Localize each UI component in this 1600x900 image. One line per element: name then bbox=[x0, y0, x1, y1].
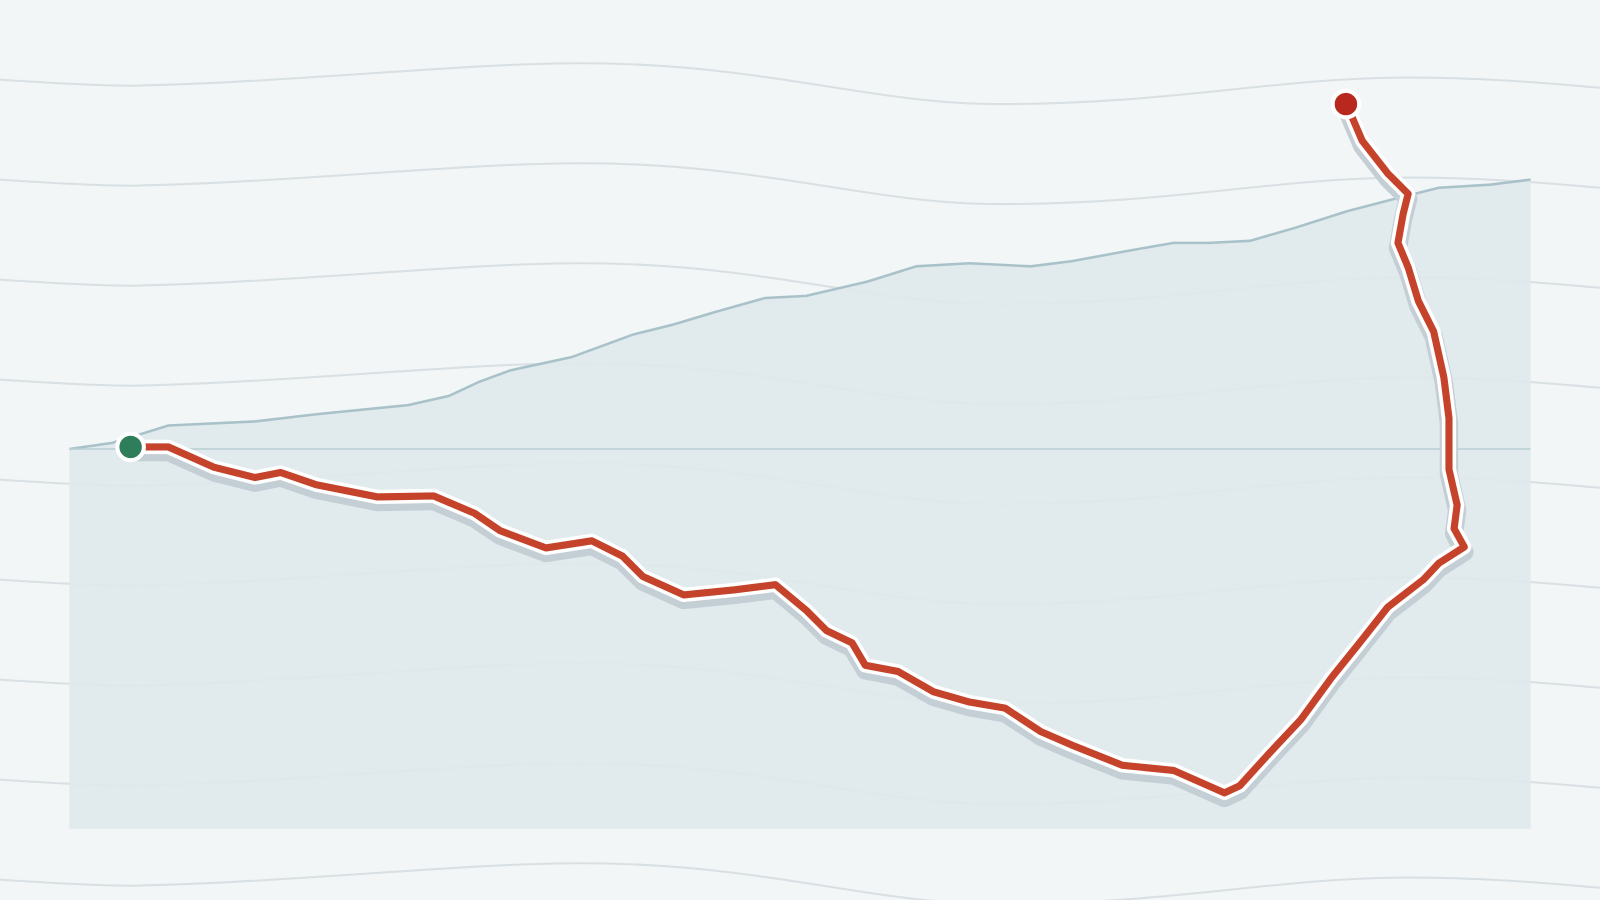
route-line bbox=[127, 101, 1468, 797]
end-marker bbox=[1330, 88, 1362, 120]
start-marker bbox=[115, 431, 146, 463]
contour-line bbox=[0, 62, 1600, 106]
elevation-area bbox=[69, 179, 1531, 829]
contour-line bbox=[0, 862, 1600, 900]
elevation-outline bbox=[69, 178, 1531, 451]
route bbox=[121, 97, 1474, 808]
contour-line bbox=[0, 162, 1600, 206]
